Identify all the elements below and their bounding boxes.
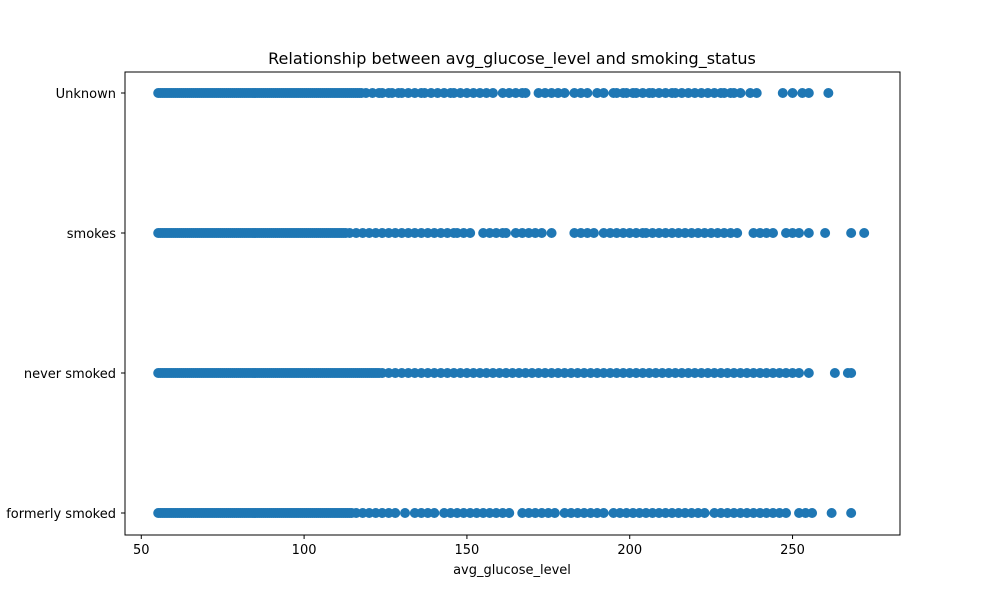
y-tick-label: smokes (67, 227, 116, 242)
plot-frame (124, 71, 901, 536)
y-tick-label: formerly smoked (6, 507, 116, 522)
data-point (588, 228, 599, 238)
x-axis-label: avg_glucose_level (453, 563, 571, 578)
x-tick-label: 200 (617, 543, 642, 558)
x-tick-label: 100 (292, 543, 317, 558)
data-point (504, 508, 515, 518)
data-point (846, 228, 857, 238)
data-point (429, 508, 440, 518)
data-point (559, 88, 570, 98)
series-never-smoked (153, 368, 857, 378)
data-point (803, 228, 814, 238)
y-axis: formerly smoked never smoked smokes Unknown (6, 87, 125, 522)
x-tick-label: 150 (454, 543, 479, 558)
y-tick-label: Unknown (56, 87, 116, 102)
data-point (400, 508, 411, 518)
data-point (787, 88, 798, 98)
data-point (549, 508, 560, 518)
data-point (735, 88, 746, 98)
x-tick-label: 250 (780, 543, 805, 558)
data-point (768, 228, 778, 238)
data-point (500, 228, 511, 238)
data-point (794, 368, 805, 378)
data-point (794, 228, 805, 238)
data-point (859, 228, 870, 238)
data-point (829, 368, 840, 378)
chart-title: Relationship between avg_glucose_level a… (268, 49, 756, 69)
data-point (781, 508, 792, 518)
series-smokes (153, 228, 870, 238)
data-point (699, 508, 710, 518)
data-point (520, 88, 531, 98)
points-layer (153, 88, 870, 518)
data-point (390, 508, 401, 518)
data-point (803, 368, 814, 378)
data-point (536, 228, 547, 238)
series-formerly-smoked (153, 508, 857, 518)
x-tick-label: 50 (133, 543, 150, 558)
x-axis: 50 100 150 200 250 (133, 535, 805, 558)
data-point (803, 88, 814, 98)
data-point (823, 88, 834, 98)
data-point (846, 508, 857, 518)
data-point (732, 228, 743, 238)
data-point (465, 228, 476, 238)
data-point (487, 88, 498, 98)
series-unknown (153, 88, 834, 98)
data-point (751, 88, 762, 98)
data-point (598, 88, 609, 98)
data-point (820, 228, 831, 238)
data-point (807, 508, 818, 518)
data-point (582, 88, 593, 98)
data-point (598, 508, 609, 518)
data-point (777, 88, 788, 98)
data-point (826, 508, 837, 518)
data-point (546, 228, 557, 238)
y-tick-label: never smoked (24, 367, 116, 382)
data-point (846, 368, 857, 378)
